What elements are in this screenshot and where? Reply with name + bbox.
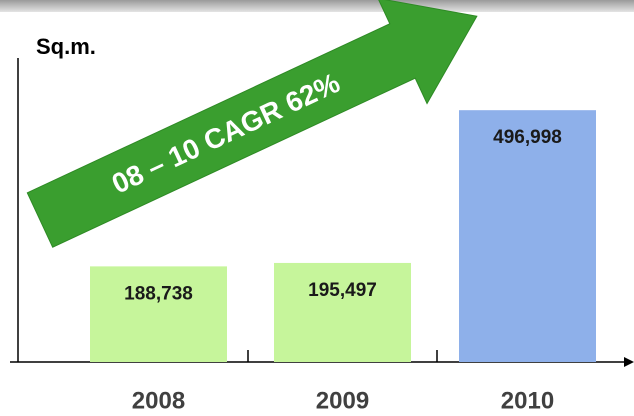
bars: 188,738 195,497 496,998 (90, 110, 596, 362)
x-axis-arrow (624, 357, 634, 367)
bar (274, 262, 411, 362)
header-band (0, 0, 634, 12)
data-label: 195,497 (308, 280, 377, 301)
x-tick-label: 2009 (316, 387, 369, 414)
data-label: 188,738 (124, 283, 193, 304)
y-axis-label: Sq.m. (36, 34, 96, 59)
annotation: 08 – 10 CAGR 62% (107, 67, 344, 200)
x-tick-label: 2010 (501, 387, 554, 414)
bar (90, 266, 227, 362)
x-tick-label: 2008 (132, 387, 185, 414)
data-label: 496,998 (493, 127, 562, 148)
bar (459, 110, 596, 362)
arrow-shape (26, 0, 478, 248)
